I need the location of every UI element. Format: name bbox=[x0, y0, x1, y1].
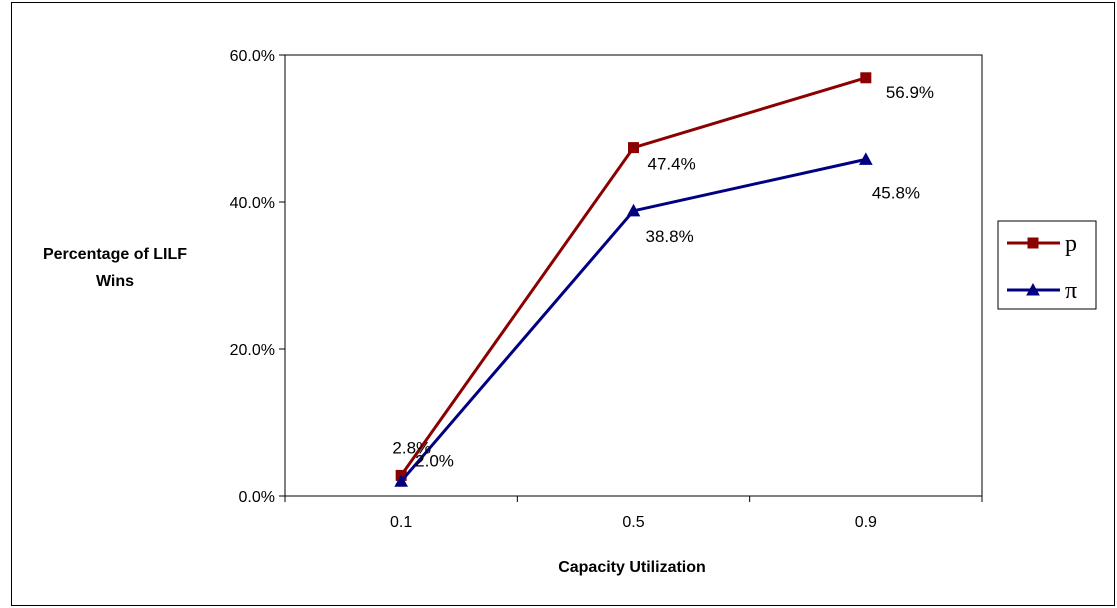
y-tick-label: 40.0% bbox=[230, 195, 275, 212]
y-tick-label: 20.0% bbox=[230, 342, 275, 359]
data-label-p: 56.9% bbox=[886, 83, 934, 102]
x-tick-label: 0.9 bbox=[855, 514, 877, 531]
chart-frame bbox=[11, 2, 1115, 606]
data-label-pi: 2.0% bbox=[415, 451, 454, 470]
data-label-p: 47.4% bbox=[648, 155, 696, 174]
series-pi-marker bbox=[394, 474, 409, 487]
series-pi-marker bbox=[858, 152, 873, 165]
plot-area bbox=[284, 54, 983, 497]
x-axis-title: Capacity Utilization bbox=[558, 559, 706, 576]
y-tick-label: 0.0% bbox=[239, 489, 275, 506]
legend: pπ bbox=[997, 220, 1097, 310]
legend-label-pi: π bbox=[1065, 278, 1077, 304]
legend-box bbox=[997, 220, 1097, 310]
legend-marker-pi bbox=[1026, 282, 1040, 296]
x-tick-label: 0.1 bbox=[390, 514, 412, 531]
y-axis-title-line-1: Percentage of LILF bbox=[43, 246, 187, 263]
data-label-p: 2.8% bbox=[392, 438, 431, 457]
series-pi-marker bbox=[626, 203, 641, 217]
legend-marker-p bbox=[1027, 237, 1039, 249]
legend-label-p: p bbox=[1065, 231, 1077, 257]
series-p-marker bbox=[860, 72, 872, 84]
data-label-pi: 38.8% bbox=[646, 227, 694, 246]
x-tick-label: 0.5 bbox=[622, 514, 644, 531]
data-label-pi: 45.8% bbox=[872, 183, 920, 202]
series-line-p bbox=[399, 76, 867, 477]
y-axis-title-line-2: Wins bbox=[96, 273, 134, 290]
series-p-marker bbox=[628, 142, 639, 154]
y-tick-label: 60.0% bbox=[230, 48, 275, 65]
